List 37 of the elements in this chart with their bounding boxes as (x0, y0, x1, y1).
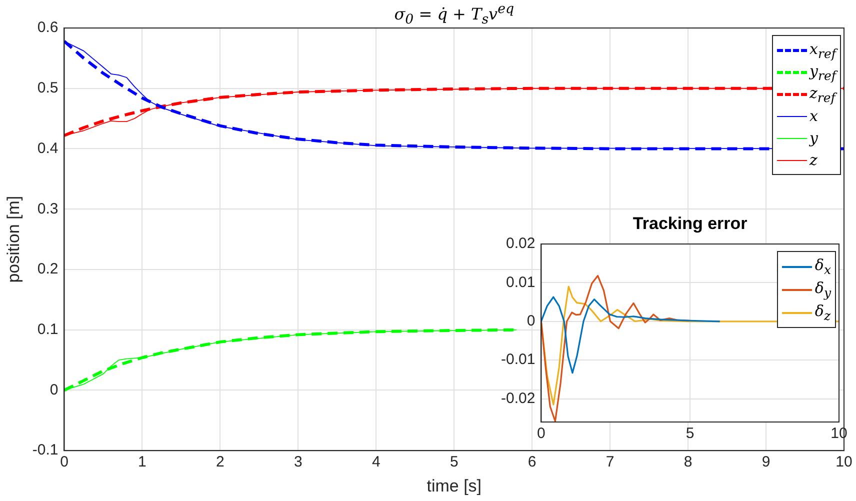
x-tick-label: 4 (372, 454, 380, 471)
x-tick-label: 1 (138, 454, 146, 471)
x-tick-label: 5 (450, 454, 458, 471)
x-tick-label: 6 (528, 454, 536, 471)
legend-label: x (810, 107, 818, 125)
y-tick-label: -0.01 (500, 351, 536, 368)
y-tick-label: 0.3 (37, 200, 58, 218)
x-tick-label: 2 (216, 454, 224, 471)
legend-label: δ$_{x}$ (814, 256, 831, 277)
y-tick-label: 0.6 (37, 19, 58, 36)
legend-label: δ$_{z}$ (814, 302, 831, 323)
legend-label: z$_{ref}$ (810, 84, 836, 104)
legend-label: z (810, 151, 818, 169)
x-tick-label: 8 (684, 454, 692, 471)
y-axis-title: position [m] (4, 196, 23, 283)
y-tick-label: -0.1 (32, 442, 58, 459)
x-tick-label: 7 (606, 454, 614, 471)
x-axis-title: time [s] (426, 476, 482, 496)
y-tick-label: 0.01 (506, 274, 536, 291)
y-tick-label: 0.5 (37, 80, 58, 97)
x-tick-label: 5 (686, 425, 694, 442)
x-tick-label: 10 (836, 454, 852, 471)
legend-label: δ$_{y}$ (814, 279, 831, 300)
y-tick-label: 0.4 (37, 140, 58, 157)
chart-title: σ$_{0}$ = q̇ + T$_{s}$v$^{eq}$ (393, 2, 515, 28)
y-tick-label: 0.02 (506, 235, 536, 252)
legend-label: y$_{ref}$ (810, 62, 836, 82)
legend-label: y (810, 129, 818, 147)
y-tick-label: 0.1 (37, 321, 58, 338)
y-tick-label: 0.2 (37, 260, 58, 278)
legend-label: x$_{ref}$ (810, 40, 836, 60)
x-tick-label: 3 (294, 454, 302, 471)
chart-title: Tracking error (632, 214, 748, 234)
x-tick-label: 9 (762, 454, 770, 471)
y-tick-label: 0 (526, 312, 536, 330)
y-tick-label: -0.02 (500, 390, 536, 407)
y-tick-label: 0 (50, 381, 58, 398)
